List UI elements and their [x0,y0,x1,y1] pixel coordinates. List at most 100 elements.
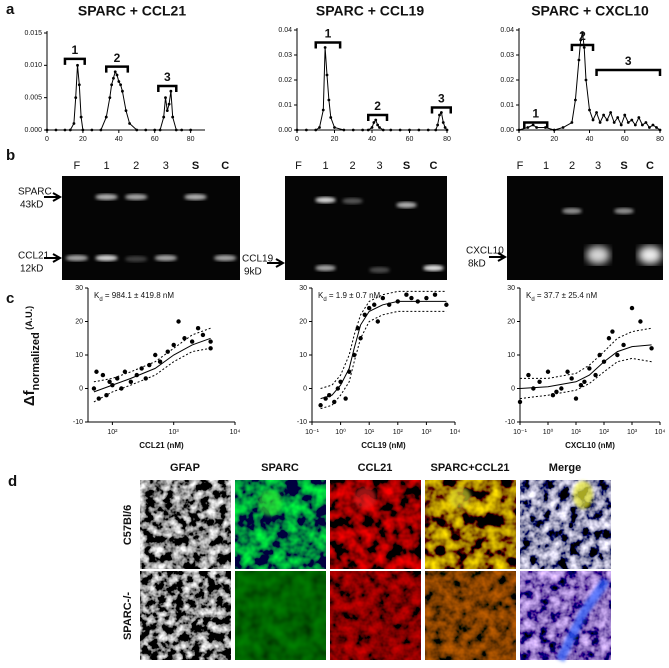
blot-image [285,176,447,280]
data-point [358,336,363,341]
data-point [404,292,409,297]
data-point [610,329,615,334]
micrograph [235,571,326,660]
x-tick-label: 80 [443,136,451,143]
peak-label: 1 [71,43,78,57]
row-label: C57Bl/6 [122,505,134,545]
data-point [208,346,213,351]
data-point [139,366,144,371]
marker-size: 12kD [20,264,43,275]
data-point [338,379,343,384]
data-point [389,128,393,132]
chart-title: SPARC + CCL21 [78,3,186,19]
marker-name: CCL19 [242,254,274,265]
data-point [171,115,175,119]
data-point [332,399,337,405]
data-point [90,128,94,132]
confidence-band [320,290,447,389]
data-point [45,128,49,132]
lane-label: 2 [133,160,139,172]
y-axis-unit: (A.U.) [24,306,34,333]
data-point [374,118,378,122]
data-point [343,396,348,401]
kd-annotation: Kd = 984.1 ± 419.8 nM [94,291,174,302]
data-point [621,342,626,348]
blot-band [213,255,237,261]
peak-label: 2 [579,29,586,43]
y-tick-label: 0.02 [500,77,514,84]
data-point [559,386,564,391]
data-point [110,83,114,87]
data-point [439,111,443,114]
peak-bracket [523,121,549,129]
data-point [591,118,595,122]
x-tick-label: 0 [45,136,49,143]
data-point [434,128,438,132]
x-tick-label: 10² [393,429,404,436]
data-point [104,115,108,119]
data-point [329,116,333,119]
blot-band [65,255,89,261]
x-tick-label: 40 [115,136,123,143]
data-point [323,46,327,49]
data-point [619,123,623,127]
data-point [104,393,109,398]
micrograph [425,571,516,660]
data-point [441,121,445,124]
data-point [158,128,162,132]
kd-annotation: Kd = 1.9 ± 0.7 nM [318,291,381,302]
lane-label: C [221,160,229,172]
x-tick-label: 40 [586,136,594,143]
blot-band [342,198,363,204]
data-point [376,123,380,127]
confidence-band [519,357,652,400]
data-point [545,369,551,374]
row-label: SPARC-/- [122,592,134,640]
micrograph [330,571,421,660]
blot-band [124,256,148,262]
data-point [602,113,605,117]
data-point [417,128,421,132]
data-point [409,295,414,301]
lane-label: 3 [376,160,382,172]
data-point [398,128,402,132]
y-tick-label: 20 [75,318,83,325]
blot-band [124,194,148,200]
lane-label: 1 [322,160,328,172]
data-point [162,115,166,119]
data-point [616,116,620,119]
data-point [623,113,627,117]
data-point [91,386,97,391]
data-point [124,109,128,112]
data-point [351,128,355,132]
data-point [380,295,386,301]
data-point [352,352,357,358]
blot-band [315,197,336,203]
x-tick-label: 10³ [169,429,180,436]
y-tick-label: 0.04 [278,27,292,34]
data-point [386,302,392,307]
data-point [153,352,158,358]
data-point [601,359,607,364]
data-point [167,102,171,106]
peak-label: 3 [164,70,171,84]
data-point [165,349,170,354]
data-point [436,123,440,127]
lane-label: S [403,160,410,172]
y-tick-label: 0.005 [24,95,42,102]
kd-annotation: Kd = 37.7 ± 25.4 nM [526,291,597,302]
x-tick-label: 10⁴ [655,429,666,436]
data-point [381,128,385,132]
y-tick-label: 0.010 [24,62,42,69]
peak-bracket [430,106,452,114]
data-point [593,372,598,378]
confidence-band [93,327,211,383]
x-tick-label: 20 [550,136,558,143]
x-axis-label: CXCL10 (nM) [565,441,615,450]
data-point [117,80,121,83]
y-tick-label: 0.03 [500,52,514,59]
data-point [517,399,523,405]
micrograph [330,480,421,569]
data-point [304,128,308,132]
